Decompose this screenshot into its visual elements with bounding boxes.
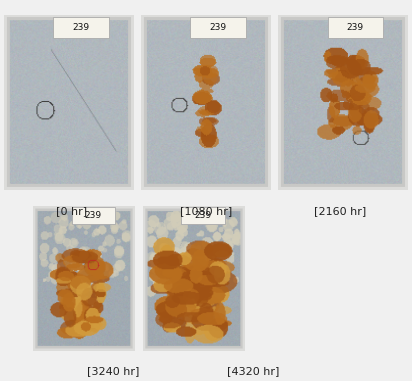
Text: [1080 hr]: [1080 hr] bbox=[180, 206, 232, 216]
Text: 239: 239 bbox=[194, 211, 212, 220]
Text: [4320 hr]: [4320 hr] bbox=[227, 366, 280, 376]
Text: 239: 239 bbox=[347, 23, 364, 32]
FancyBboxPatch shape bbox=[72, 207, 115, 224]
Text: 239: 239 bbox=[85, 211, 102, 220]
Text: [2160 hr]: [2160 hr] bbox=[314, 206, 367, 216]
FancyBboxPatch shape bbox=[181, 207, 225, 224]
FancyBboxPatch shape bbox=[53, 17, 109, 38]
Text: [3240 hr]: [3240 hr] bbox=[87, 366, 140, 376]
Text: 239: 239 bbox=[73, 23, 89, 32]
Text: [0 hr]: [0 hr] bbox=[56, 206, 87, 216]
Text: 239: 239 bbox=[210, 23, 227, 32]
FancyBboxPatch shape bbox=[190, 17, 246, 38]
FancyBboxPatch shape bbox=[328, 17, 383, 38]
